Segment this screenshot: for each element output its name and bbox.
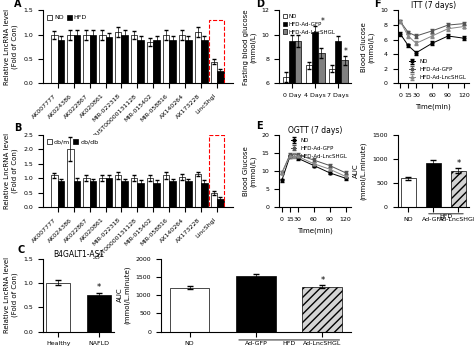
Text: B: B — [14, 123, 21, 133]
Legend: ND, HFD-Ad-GFP, HFD-Ad-LncSHGL: ND, HFD-Ad-GFP, HFD-Ad-LncSHGL — [290, 137, 348, 159]
Bar — [73, 35, 80, 83]
Bar — [163, 176, 169, 208]
Bar — [289, 41, 295, 156]
Bar — [137, 40, 144, 83]
Bar — [154, 183, 160, 208]
Bar — [106, 37, 112, 83]
Bar — [51, 35, 58, 83]
Bar — [201, 40, 208, 83]
Text: F: F — [374, 0, 381, 9]
Bar — [195, 32, 201, 83]
Bar — [211, 61, 217, 83]
Text: E: E — [256, 121, 263, 131]
Title: OGTT (7 days): OGTT (7 days) — [288, 126, 342, 134]
Bar — [147, 178, 154, 208]
Bar — [236, 276, 276, 332]
Text: *: * — [320, 276, 325, 285]
Bar — [306, 65, 312, 156]
Bar — [211, 193, 217, 208]
Bar — [106, 178, 112, 208]
Bar — [217, 199, 224, 208]
Bar — [131, 178, 137, 208]
Bar — [67, 149, 73, 208]
Y-axis label: AUC
(mmol/L.minute): AUC (mmol/L.minute) — [117, 266, 130, 324]
Title: B4GALT1-AS1: B4GALT1-AS1 — [53, 250, 104, 259]
Bar — [295, 41, 301, 156]
Bar — [115, 32, 121, 83]
Text: A: A — [14, 0, 22, 9]
Y-axis label: Blood Glucose
(mmol/L): Blood Glucose (mmol/L) — [361, 22, 374, 72]
Y-axis label: Relative LncRNA level
(Fold of Con): Relative LncRNA level (Fold of Con) — [4, 133, 18, 209]
Text: HFD: HFD — [283, 341, 296, 347]
Bar — [217, 71, 224, 83]
Bar — [58, 181, 64, 208]
Bar — [169, 40, 176, 83]
Bar — [318, 53, 325, 156]
Legend: ND, HFD-Ad-GFP, HFD-Ad-LncSHGL: ND, HFD-Ad-GFP, HFD-Ad-LncSHGL — [282, 13, 336, 35]
Bar — [185, 181, 191, 208]
Text: HFD: HFD — [439, 214, 453, 219]
Bar — [67, 35, 73, 83]
Bar — [51, 176, 58, 208]
Legend: ND, HFD-Ad-GFP, HFD-Ad-LncSHGL: ND, HFD-Ad-GFP, HFD-Ad-LncSHGL — [409, 59, 466, 81]
Title: ITT (7 days): ITT (7 days) — [411, 1, 456, 10]
Y-axis label: Blood Glucose
(mmol/L): Blood Glucose (mmol/L) — [243, 146, 256, 196]
Bar — [99, 35, 106, 83]
Bar — [83, 35, 90, 83]
Text: C: C — [18, 245, 25, 255]
Bar — [283, 77, 289, 156]
Text: D: D — [256, 0, 264, 9]
Bar — [341, 60, 348, 156]
Y-axis label: Fasting blood glucose
(mmol/L): Fasting blood glucose (mmol/L) — [243, 9, 256, 85]
Bar — [90, 35, 96, 83]
Bar — [73, 181, 80, 208]
Y-axis label: AUC
(mmol/L.minute): AUC (mmol/L.minute) — [353, 142, 367, 200]
Bar — [201, 183, 208, 208]
Bar — [99, 178, 106, 208]
Bar — [90, 181, 96, 208]
Bar — [426, 163, 441, 208]
Bar — [46, 283, 70, 332]
Text: *: * — [320, 17, 325, 27]
Bar — [137, 183, 144, 208]
Bar — [335, 41, 341, 156]
Bar — [302, 287, 342, 332]
Y-axis label: Relative LncRNA level
(Fold of Con): Relative LncRNA level (Fold of Con) — [4, 9, 18, 85]
Bar — [115, 176, 121, 208]
Text: *: * — [456, 159, 461, 168]
X-axis label: Time(min): Time(min) — [416, 104, 451, 110]
Bar — [154, 40, 160, 83]
Bar — [83, 178, 90, 208]
Bar — [179, 35, 185, 83]
Bar — [87, 295, 111, 332]
Bar — [401, 178, 416, 208]
Bar — [185, 40, 191, 83]
Bar — [170, 288, 210, 332]
Bar — [147, 42, 154, 83]
Y-axis label: Relative LncRNA level
(Fold of Con): Relative LncRNA level (Fold of Con) — [4, 257, 18, 333]
Bar — [179, 177, 185, 208]
Bar — [131, 35, 137, 83]
X-axis label: Time(min): Time(min) — [297, 228, 333, 234]
Bar — [329, 69, 335, 156]
Text: *: * — [97, 283, 101, 292]
Text: *: * — [344, 47, 347, 56]
Legend: db/m, db/db: db/m, db/db — [46, 138, 100, 146]
Legend: ND, HFD: ND, HFD — [46, 14, 88, 22]
Bar — [451, 171, 466, 208]
Bar — [312, 32, 318, 156]
Bar — [163, 35, 169, 83]
Bar — [195, 174, 201, 208]
Bar — [121, 35, 128, 83]
Bar — [58, 40, 64, 83]
Bar — [121, 181, 128, 208]
Bar — [169, 181, 176, 208]
